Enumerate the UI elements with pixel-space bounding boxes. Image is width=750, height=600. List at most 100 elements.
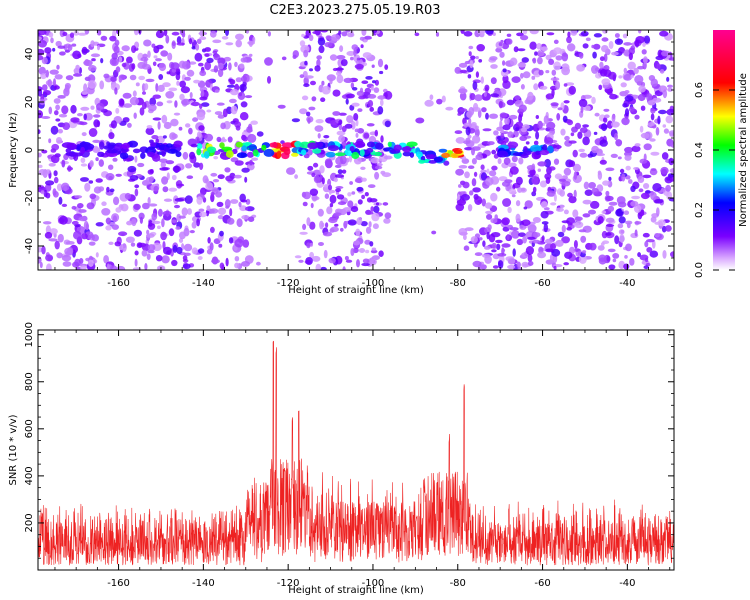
heatmap-speckle — [304, 75, 314, 79]
heatmap-speckle — [624, 90, 630, 94]
heatmap-speckle — [357, 128, 365, 134]
heatmap-speckle — [641, 49, 647, 55]
heatmap-speckle — [165, 91, 175, 99]
heatmap-speckle — [192, 117, 199, 122]
heatmap-speckle — [129, 96, 139, 106]
heatmap-speckle — [537, 161, 547, 167]
heatmap-speckle — [522, 71, 531, 79]
heatmap-speckle — [623, 42, 632, 46]
heatmap-speckle — [210, 193, 215, 203]
heatmap-speckle — [618, 229, 625, 235]
heatmap-speckle — [311, 255, 321, 262]
heatmap-speckle — [350, 82, 355, 89]
heatmap-speckle — [44, 183, 52, 192]
heatmap-speckle — [175, 226, 181, 230]
heatmap-speckle — [643, 143, 652, 151]
heatmap-speckle — [206, 248, 213, 255]
heatmap-speckle — [540, 210, 549, 219]
snr-x-tick-label: -160 — [107, 578, 130, 589]
heatmap-speckle — [503, 157, 511, 166]
heatmap-speckle — [628, 106, 635, 112]
heatmap-signal-blob — [512, 152, 523, 157]
heatmap-speckle — [667, 87, 673, 92]
heatmap-speckle — [617, 156, 622, 160]
heatmap-speckle — [481, 198, 486, 207]
heatmap-speckle — [650, 113, 655, 121]
heatmap-speckle — [670, 141, 674, 148]
heatmap-speckle — [75, 266, 82, 270]
heatmap-speckle — [132, 90, 137, 97]
heatmap-speckle — [375, 202, 380, 206]
heatmap-speckle — [323, 249, 328, 259]
heatmap-signal-blob — [119, 152, 129, 160]
heatmap-speckle — [168, 228, 175, 237]
heatmap-speckle — [84, 182, 91, 192]
heatmap-speckle — [109, 35, 117, 42]
heatmap-speckle — [112, 215, 117, 223]
heatmap-speckle — [335, 188, 341, 193]
heatmap-signal-blob — [420, 155, 426, 161]
heatmap-speckle — [135, 82, 140, 87]
heatmap-speckle — [517, 48, 526, 52]
heatmap-speckle — [38, 89, 43, 97]
heatmap-speckle — [463, 122, 473, 128]
heatmap-speckle — [189, 230, 195, 234]
heatmap-speckle — [277, 104, 286, 109]
heatmap-signal-blob — [190, 143, 198, 148]
heatmap-speckle — [199, 36, 207, 40]
heatmap-signal-blob — [219, 142, 225, 149]
heatmap-speckle — [646, 247, 653, 253]
heatmap-speckle — [307, 117, 311, 124]
heatmap-speckle — [511, 76, 521, 83]
heatmap-speckle — [368, 221, 372, 228]
heatmap-speckle — [179, 93, 185, 101]
heatmap-speckle — [515, 200, 521, 207]
heatmap-signal-blob — [236, 152, 248, 159]
heatmap-speckle — [471, 146, 481, 151]
heatmap-speckle — [484, 202, 493, 209]
heatmap-speckle — [176, 246, 183, 255]
heatmap-speckle — [38, 54, 44, 61]
heatmap-speckle — [624, 108, 630, 117]
heatmap-speckle — [174, 100, 178, 108]
heatmap-signal-blob — [354, 140, 366, 149]
heatmap-speckle — [332, 89, 341, 97]
heatmap-speckle — [96, 30, 102, 36]
heatmap-speckle — [584, 189, 593, 196]
heatmap-speckle — [496, 243, 501, 250]
heatmap-speckle — [336, 194, 345, 200]
heatmap-speckle — [225, 42, 234, 46]
heatmap-speckle — [654, 199, 664, 204]
heatmap-speckle — [313, 175, 321, 184]
heatmap-speckle — [612, 253, 620, 259]
heatmap-speckle — [227, 136, 233, 143]
heatmap-speckle — [245, 198, 251, 205]
heatmap-speckle — [185, 123, 191, 128]
heatmap-speckle — [176, 42, 185, 46]
heatmap-speckle — [70, 104, 77, 114]
heatmap-speckle — [601, 210, 607, 215]
heatmap-speckle — [482, 240, 486, 247]
heatmap-speckle — [152, 117, 162, 121]
heatmap-speckle — [218, 243, 223, 248]
snr-x-tick-label: -80 — [450, 578, 466, 589]
heatmap-speckle — [235, 39, 242, 48]
heatmap-speckle — [634, 229, 638, 237]
heatmap-speckle — [337, 201, 347, 206]
heatmap-speckle — [217, 68, 224, 78]
heatmap-speckle — [523, 206, 528, 210]
heatmap-speckle — [344, 123, 353, 129]
heatmap-speckle — [546, 121, 556, 130]
heatmap-speckle — [242, 239, 250, 248]
heatmap-signal-blob — [106, 152, 118, 158]
heatmap-speckle — [80, 265, 87, 270]
heatmap-speckle — [223, 56, 231, 62]
heatmap-speckle — [225, 175, 234, 182]
heatmap-speckle — [163, 121, 172, 130]
heatmap-speckle — [340, 155, 347, 165]
heatmap-speckle — [210, 226, 215, 233]
heatmap-speckle — [141, 249, 148, 257]
heatmap-speckle — [92, 139, 101, 143]
heatmap-speckle — [182, 255, 188, 261]
heatmap-speckle — [603, 53, 608, 62]
